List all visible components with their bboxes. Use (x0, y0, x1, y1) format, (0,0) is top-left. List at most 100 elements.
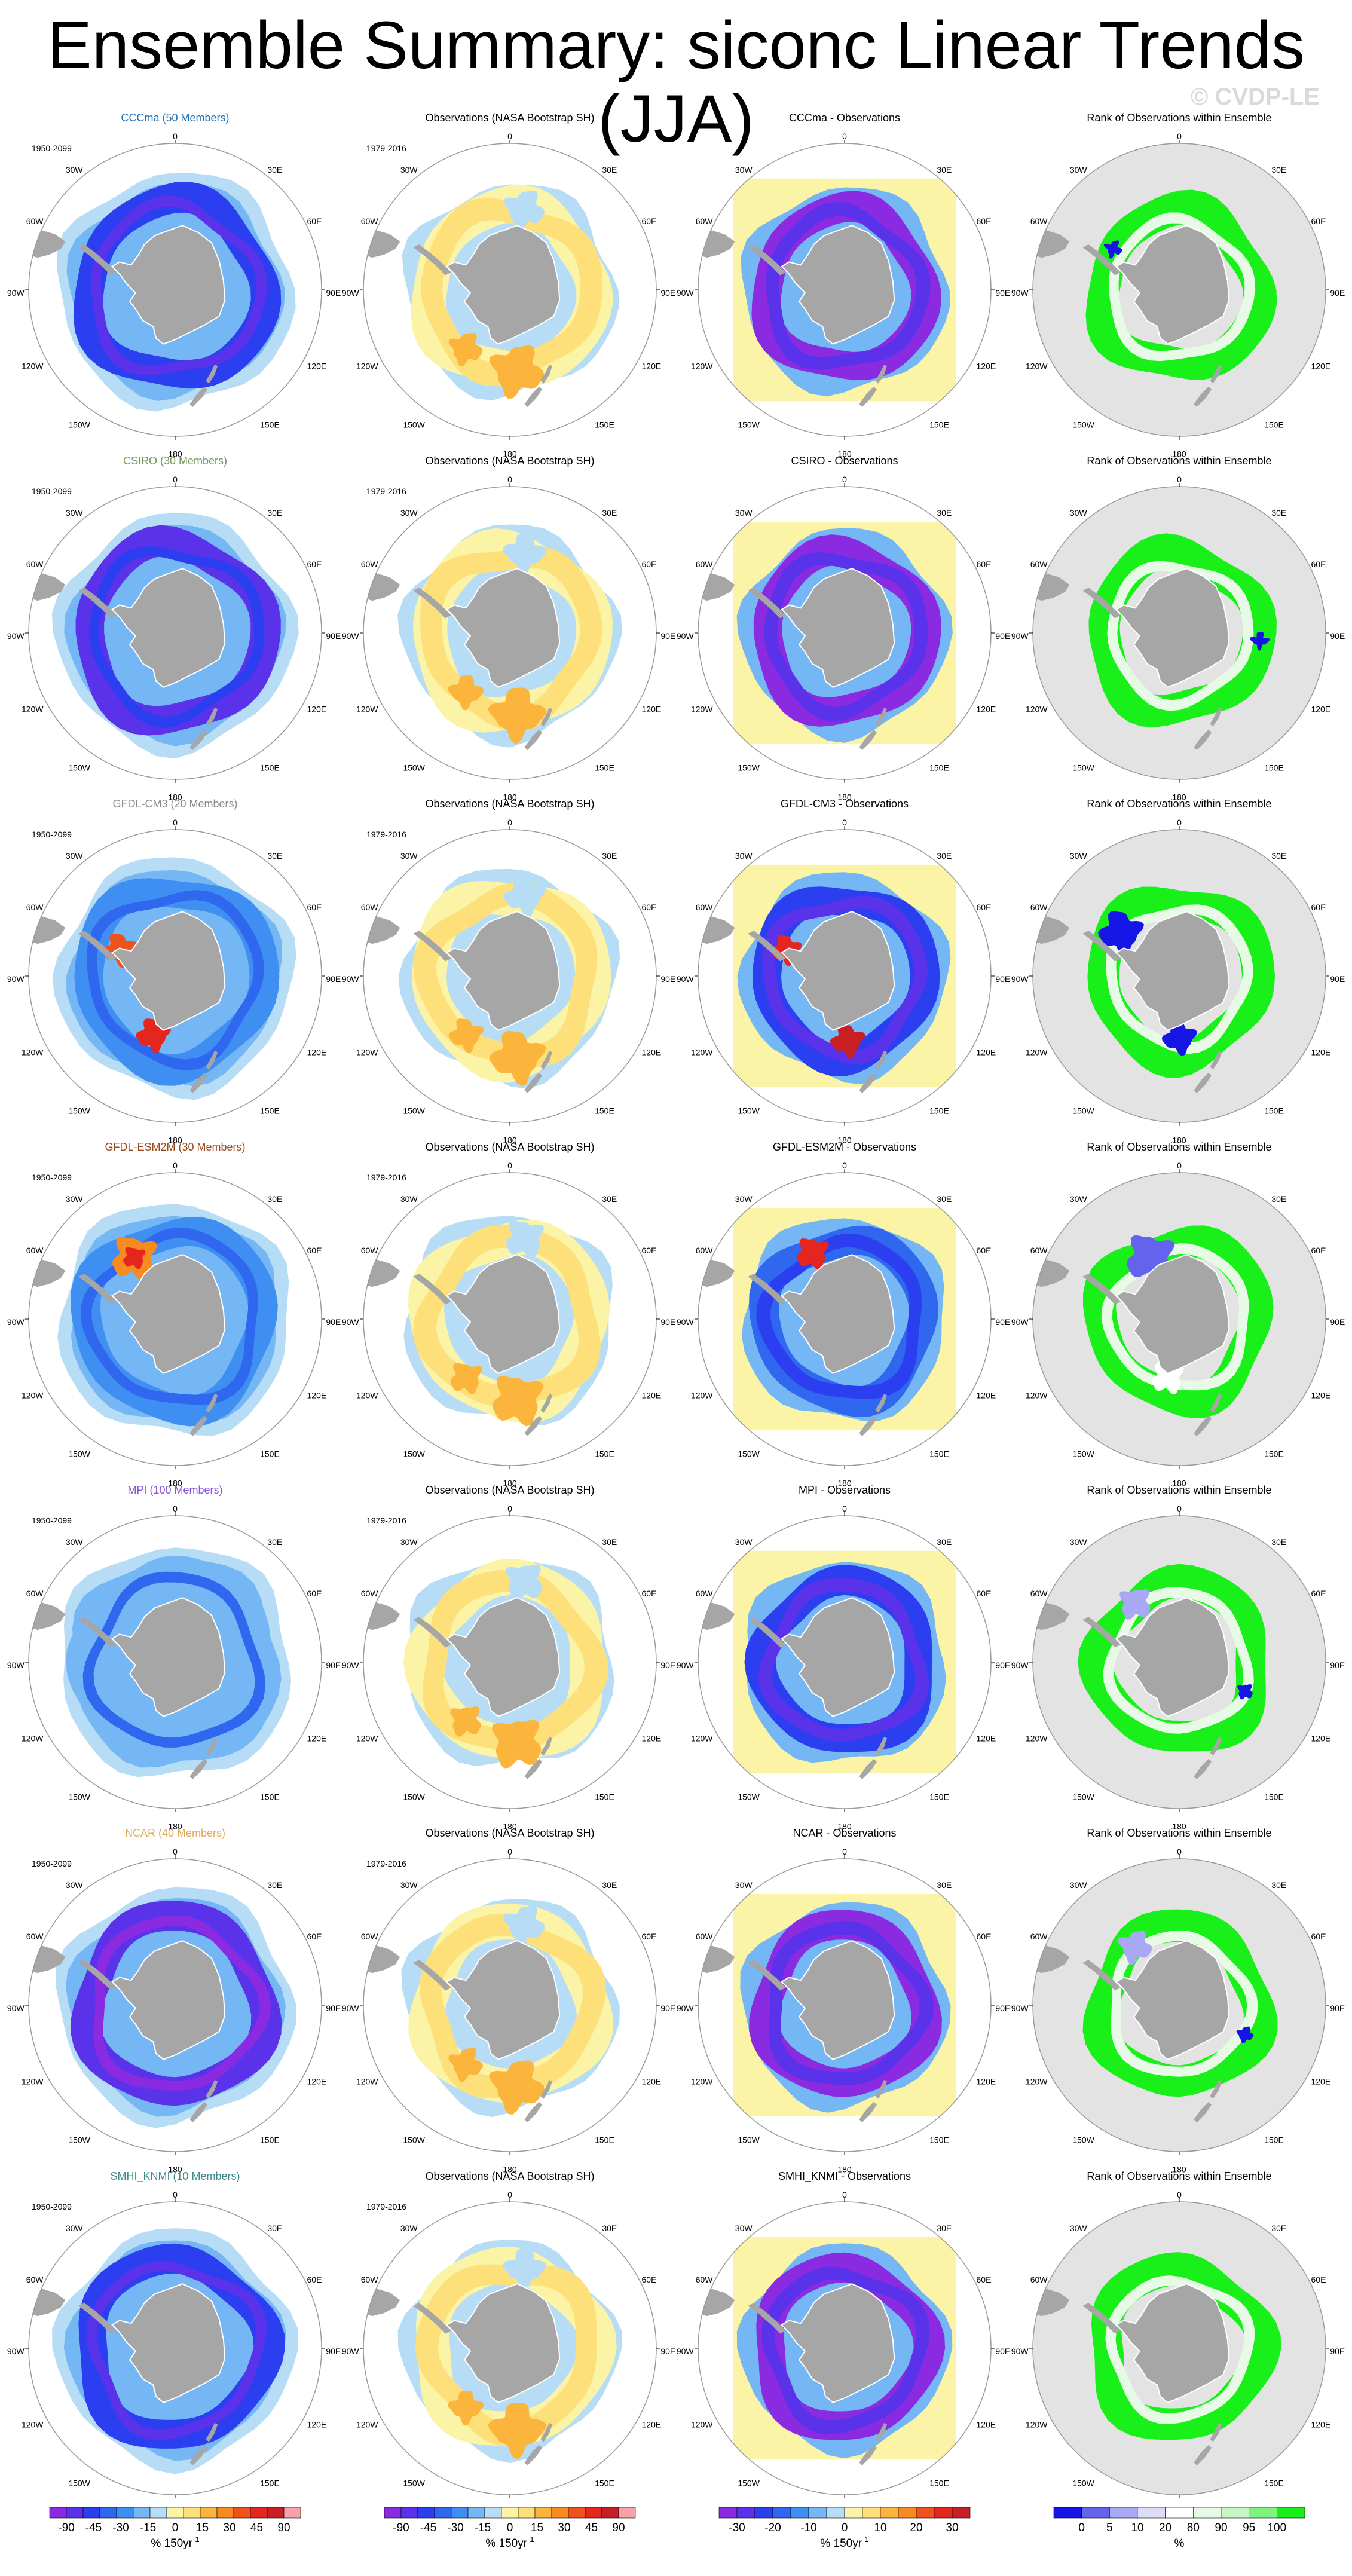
longitude-label: 0 (1177, 131, 1182, 141)
panel-title-rank: Rank of Observations within Ensemble (1087, 798, 1271, 810)
longitude-label: 90E (660, 2346, 675, 2356)
longitude-label: 150W (1072, 1449, 1094, 1458)
longitude-label: 60W (1030, 1589, 1048, 1598)
panel-title-difference: GFDL-ESM2M - Observations (773, 1141, 916, 1153)
longitude-label: 30W (735, 1194, 753, 1204)
longitude-label: 30E (937, 165, 952, 175)
longitude-label: 30W (735, 1880, 753, 1890)
period-label: 1979-2016 (366, 143, 406, 153)
longitude-label: 180 (503, 2164, 517, 2174)
colorbar-tick-label: -45 (420, 2522, 436, 2534)
sea-ice-trend-positive (450, 1363, 483, 1394)
longitude-label: 120W (1026, 704, 1048, 714)
longitude-label: 30E (267, 851, 282, 861)
longitude-label: 60E (642, 559, 657, 569)
antarctic-peninsula-land (413, 2303, 451, 2334)
south-america-land (29, 910, 66, 944)
colorbar-swatch (183, 2507, 201, 2519)
new-zealand-land (189, 2445, 207, 2465)
longitude-label: 90W (677, 2346, 695, 2356)
colorbar-swatch (133, 2507, 151, 2519)
longitude-label: 60W (361, 902, 379, 912)
longitude-label: 60W (361, 1932, 379, 1941)
longitude-label: 90W (7, 974, 25, 984)
longitude-label: 90E (326, 974, 341, 984)
longitude-label: 150E (929, 2478, 949, 2488)
longitude-label: 180 (837, 2164, 852, 2174)
longitude-label: 150E (595, 1449, 614, 1458)
panel-title-model: MPI (100 Members) (127, 1484, 222, 1496)
longitude-label: 180 (503, 792, 517, 801)
new-zealand-land (859, 1072, 877, 1093)
longitude-label: 30W (1070, 165, 1088, 175)
colorbar-swatch (916, 2507, 935, 2519)
longitude-label: 90W (7, 288, 25, 298)
colorbar-tick-label: 95 (1243, 2522, 1255, 2534)
colorbar-swatch (844, 2507, 863, 2519)
longitude-label: 60W (26, 902, 44, 912)
colorbar-tick-label: 45 (250, 2522, 263, 2534)
longitude-label: 150E (595, 2135, 614, 2144)
south-america-land (29, 1596, 66, 1630)
new-zealand-land (540, 2422, 552, 2442)
antarctic-peninsula-land (1082, 244, 1121, 276)
longitude-label: 180 (1172, 1821, 1186, 1831)
colorbar-tick-label: 30 (223, 2522, 235, 2534)
new-zealand-land (524, 2445, 542, 2465)
longitude-label: 60W (1030, 2275, 1048, 2284)
longitude-label: 30W (735, 851, 753, 861)
map-panel-diff-5: 0 30E 60E 90E 120E 150E 180 150W 120W 90W 60W 30W (677, 1504, 1010, 1831)
map-panel-model-2: 0 30E 60E 90E 120E 150E 180 150W 120W 90W 60W 30W (7, 475, 341, 802)
colorbar-swatch (1249, 2507, 1277, 2519)
new-zealand-land (859, 1415, 877, 1436)
longitude-label: 180 (168, 1478, 182, 1488)
longitude-label: 120W (356, 2419, 378, 2429)
colorbar-swatch (551, 2507, 569, 2519)
longitude-label: 180 (1172, 1135, 1186, 1145)
longitude-label: 150E (929, 2135, 949, 2144)
longitude-label: 90W (677, 2003, 695, 2013)
longitude-label: 90E (660, 631, 675, 641)
longitude-label: 150W (1072, 763, 1094, 772)
colorbar-tick-label: 30 (946, 2522, 958, 2534)
antarctica-land (1115, 568, 1230, 688)
antarctic-peninsula-land (78, 931, 117, 962)
colorbar-swatch (568, 2507, 586, 2519)
longitude-label: 90W (1011, 974, 1029, 984)
map-panel-model-4: 0 30E 60E 90E 120E 150E 180 150W 120W 90W 60W 30W (7, 1161, 341, 1488)
period-label: 1950-2099 (32, 143, 72, 153)
colorbar-swatch (618, 2507, 636, 2519)
new-zealand-land (1194, 1758, 1212, 1779)
longitude-label: 0 (507, 818, 512, 827)
map-panel-model-5: 0 30E 60E 90E 120E 150E 180 150W 120W 90W 60W 30W (7, 1504, 341, 1831)
longitude-label: 90E (995, 2003, 1010, 2013)
longitude-label: 120W (1026, 2076, 1048, 2086)
longitude-label: 120E (977, 704, 996, 714)
panel-title-difference: MPI - Observations (799, 1484, 891, 1496)
longitude-label: 120E (1311, 704, 1331, 714)
new-zealand-land (875, 1051, 887, 1070)
longitude-label: 30W (735, 165, 753, 175)
longitude-label: 150W (1072, 2478, 1094, 2488)
longitude-label: 0 (1177, 2190, 1182, 2199)
antarctica-land (1115, 1940, 1230, 2060)
panel-title-observations: Observations (NASA Bootstrap SH) (425, 1484, 594, 1496)
longitude-label: 120W (356, 1733, 378, 1743)
longitude-label: 60E (1311, 1589, 1326, 1598)
longitude-label: 180 (837, 1821, 852, 1831)
longitude-label: 120E (307, 1733, 327, 1743)
longitude-label: 0 (842, 475, 847, 484)
longitude-label: 30E (1271, 508, 1286, 518)
longitude-label: 0 (842, 2190, 847, 2199)
longitude-label: 180 (168, 1135, 182, 1145)
longitude-label: 120E (977, 1733, 996, 1743)
longitude-label: 30E (1271, 1880, 1286, 1890)
longitude-label: 120E (307, 2419, 327, 2429)
longitude-label: 150W (68, 1106, 90, 1115)
longitude-label: 90E (995, 974, 1010, 984)
colorbar-swatch (862, 2507, 881, 2519)
south-america-land (363, 1596, 400, 1630)
colorbar-tick-label: 80 (1187, 2522, 1200, 2534)
